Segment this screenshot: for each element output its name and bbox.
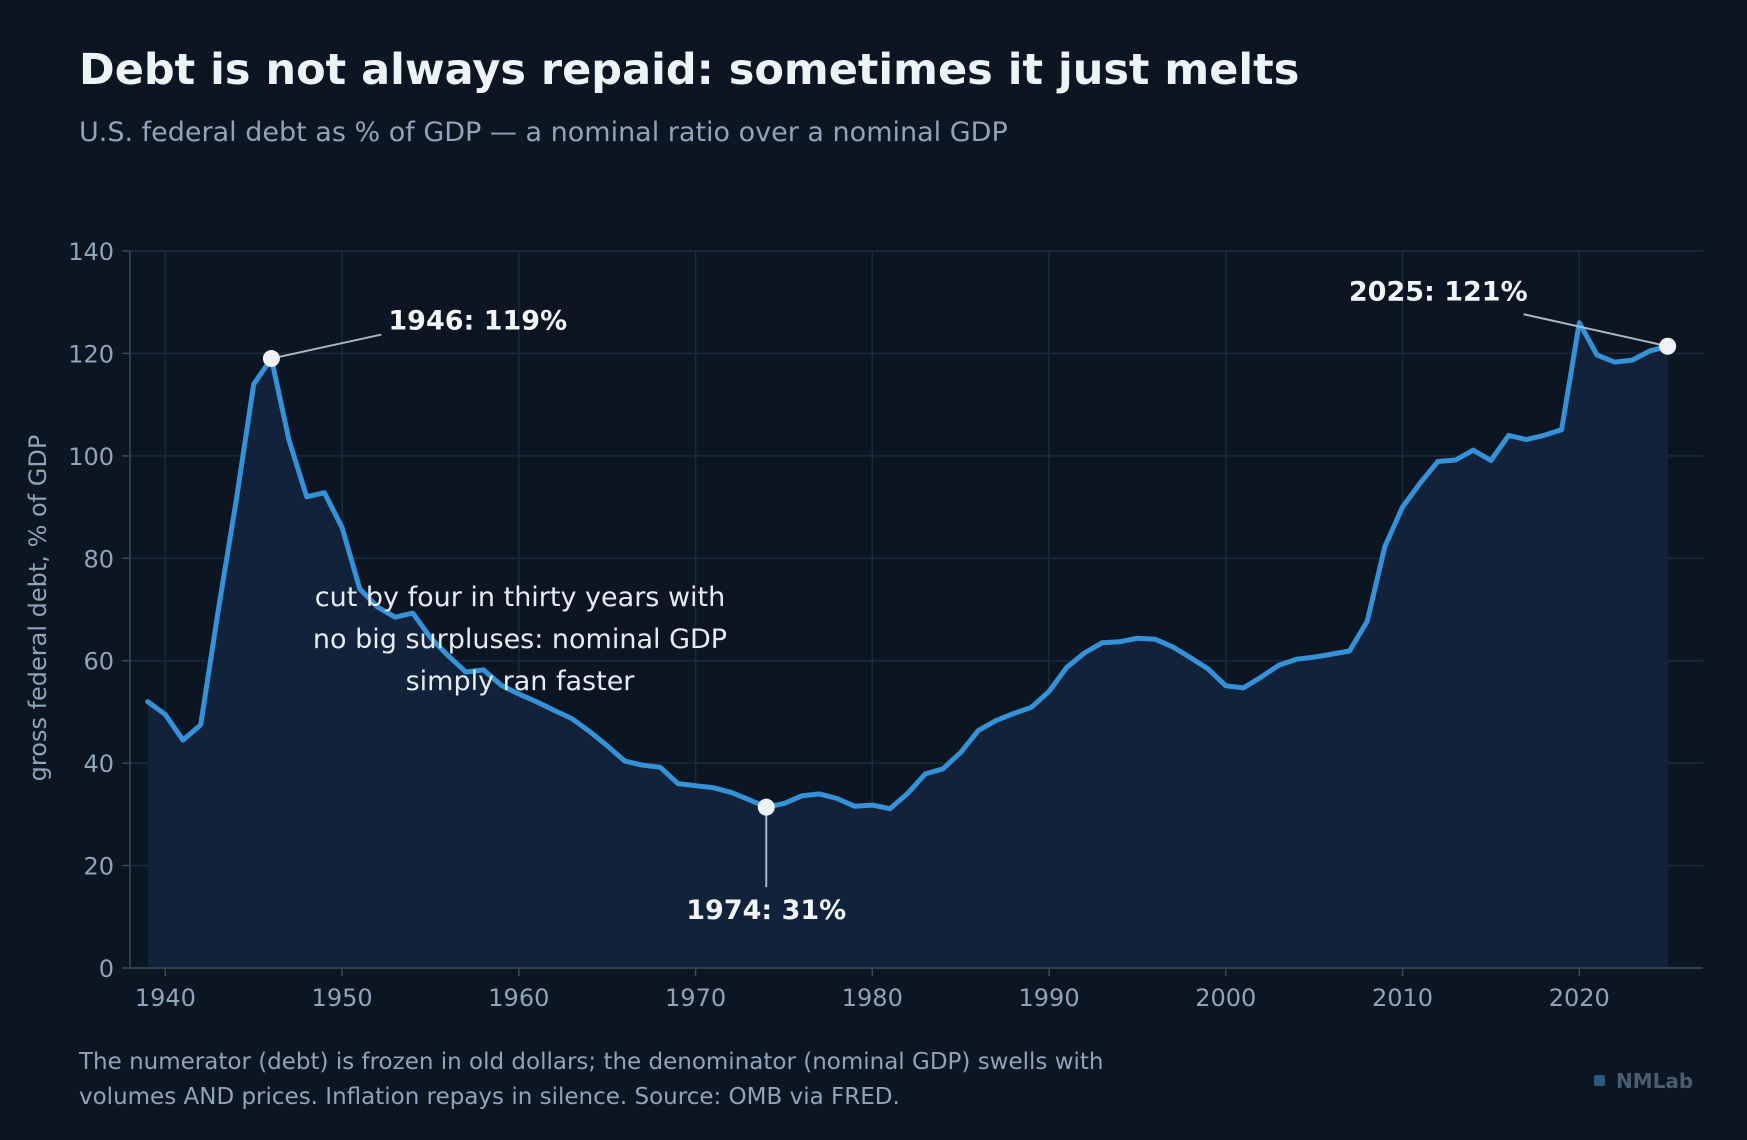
y-tick-label: 0 bbox=[99, 955, 114, 983]
annotations: 1946: 119% 1974: 31% 2025: 121% bbox=[262, 276, 1677, 926]
note: cut by four in thirty years with no big … bbox=[313, 582, 727, 697]
annotation-marker bbox=[757, 798, 775, 816]
x-tick-label: 2020 bbox=[1549, 984, 1610, 1012]
y-tick-label: 40 bbox=[83, 750, 114, 778]
y-axis-ticks: 0 20 40 60 80 100 120 140 bbox=[68, 238, 130, 983]
y-tick-label: 20 bbox=[83, 853, 114, 881]
x-tick-label: 2000 bbox=[1195, 984, 1256, 1012]
annotation-marker bbox=[1659, 337, 1677, 355]
y-tick-label: 120 bbox=[68, 340, 114, 368]
y-tick-label: 60 bbox=[83, 648, 114, 676]
annotation-label: 1946: 119% bbox=[388, 306, 567, 337]
annotation-marker bbox=[262, 350, 280, 368]
y-tick-label: 100 bbox=[68, 443, 114, 471]
annotation-leader bbox=[271, 333, 382, 360]
y-tick-label: 80 bbox=[83, 545, 114, 573]
annotation-leader bbox=[1523, 313, 1668, 348]
note-line-3: simply ran faster bbox=[406, 666, 636, 697]
note-line-2: no big surpluses: nominal GDP bbox=[313, 624, 727, 655]
x-tick-label: 1960 bbox=[488, 984, 549, 1012]
y-axis-label: gross federal debt, % of GDP bbox=[24, 435, 52, 782]
footnote-line-2: volumes AND prices. Inflation repays in … bbox=[79, 1084, 900, 1110]
x-tick-label: 1940 bbox=[135, 984, 196, 1012]
axes bbox=[129, 251, 1703, 969]
brand-logo: NMLab bbox=[1616, 1069, 1693, 1093]
y-tick-label: 140 bbox=[68, 238, 114, 266]
footnote-line-1: The numerator (debt) is frozen in old do… bbox=[78, 1049, 1104, 1075]
annotation-label: 1974: 31% bbox=[686, 895, 846, 926]
chart-subtitle: U.S. federal debt as % of GDP — a nomina… bbox=[79, 117, 1008, 148]
series-area bbox=[147, 322, 1668, 968]
annotation-label: 2025: 121% bbox=[1349, 276, 1528, 307]
chart-title: Debt is not always repaid: sometimes it … bbox=[79, 45, 1299, 95]
brand-logo-square bbox=[1594, 1075, 1605, 1086]
x-axis-ticks: 1940 1950 1960 1970 1980 1990 2000 2010 2020 bbox=[135, 968, 1610, 1012]
note-line-1: cut by four in thirty years with bbox=[315, 582, 725, 613]
x-tick-label: 2010 bbox=[1372, 984, 1433, 1012]
x-tick-label: 1950 bbox=[312, 984, 373, 1012]
series-line bbox=[145, 320, 1671, 812]
x-tick-label: 1970 bbox=[665, 984, 726, 1012]
x-tick-label: 1990 bbox=[1019, 984, 1080, 1012]
x-tick-label: 1980 bbox=[842, 984, 903, 1012]
